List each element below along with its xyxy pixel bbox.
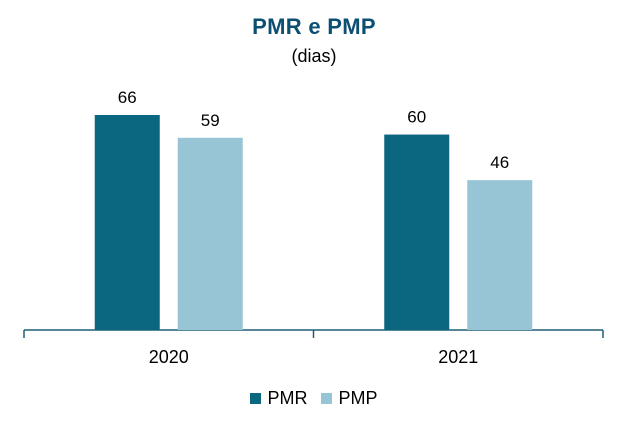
data-label-pmp-2021: 46 [490,153,509,172]
bar-pmp-2020 [177,137,243,330]
legend-item-pmp: PMP [321,388,378,409]
bar-pmr-2021 [384,134,450,330]
chart-subtitle: (dias) [291,46,337,66]
x-tick-label-2021: 2021 [438,347,478,367]
data-label-pmr-2021: 60 [407,108,426,127]
data-label-pmp-2020: 59 [201,111,220,130]
bar-pmp-2021 [467,180,533,330]
legend: PMR PMP [0,388,628,409]
x-tick-label-2020: 2020 [149,347,189,367]
legend-swatch-pmp [321,393,333,404]
chart-title: PMR e PMP [252,14,376,39]
legend-label-pmp: PMP [338,388,378,408]
bar-pmr-2020 [94,115,160,330]
data-label-pmr-2020: 66 [118,88,137,107]
legend-label-pmr: PMR [267,388,308,408]
legend-item-pmr: PMR [250,388,307,409]
legend-swatch-pmr [250,393,262,404]
